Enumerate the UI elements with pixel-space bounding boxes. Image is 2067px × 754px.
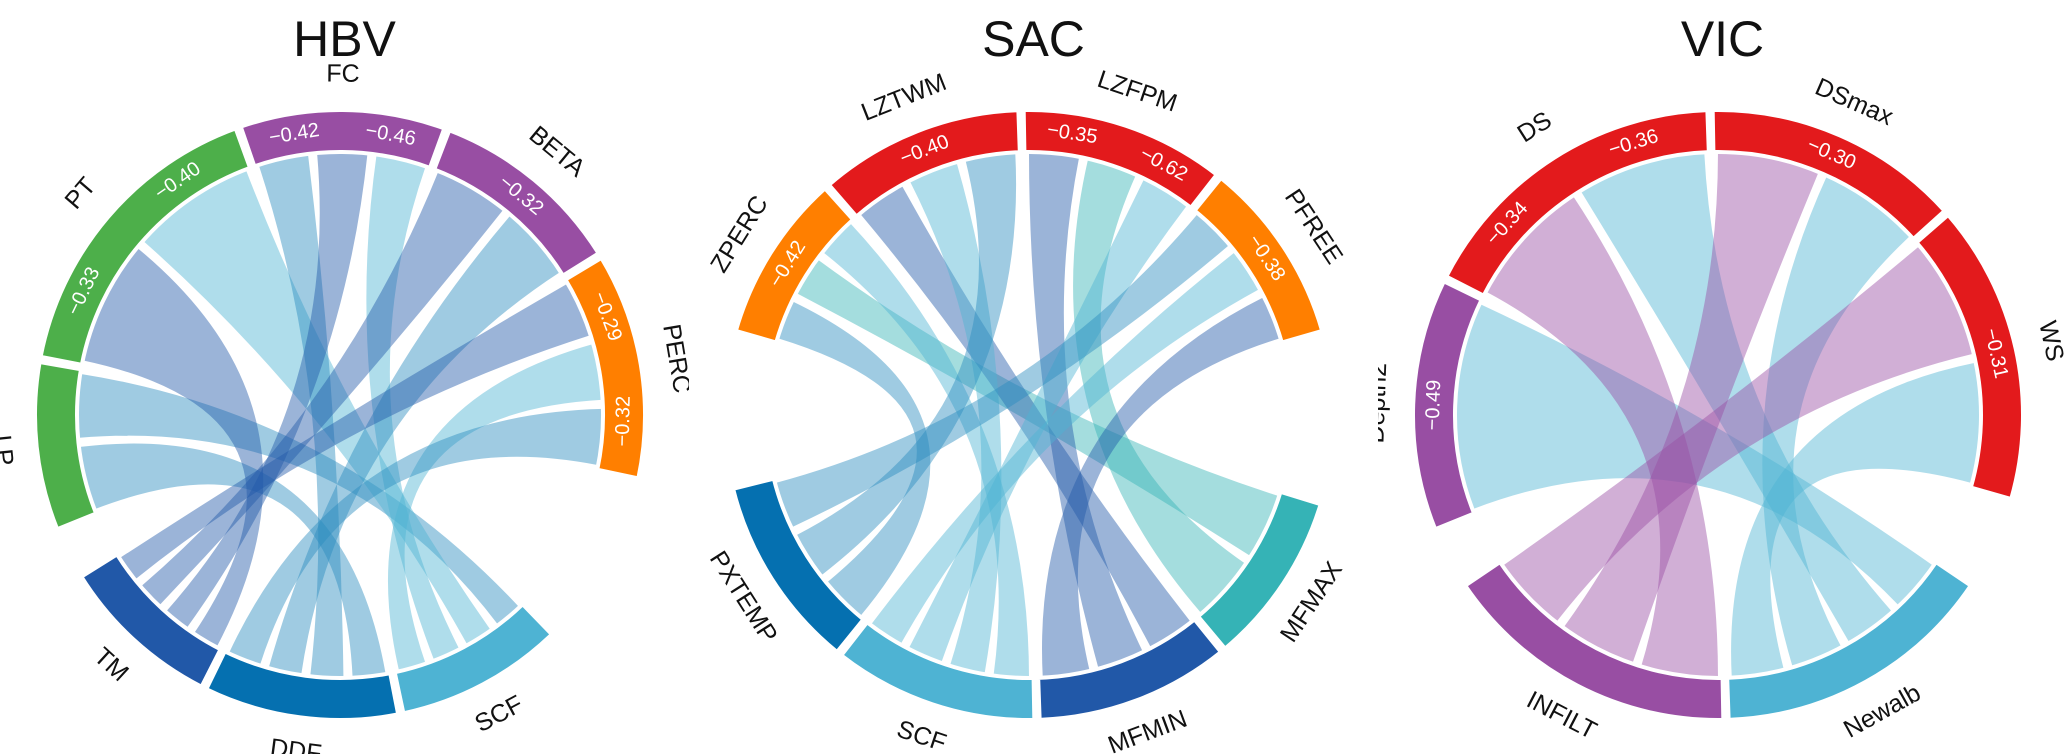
links bbox=[774, 152, 1281, 678]
segment-mfmin: MFMIN bbox=[1036, 616, 1224, 754]
link-lp-ddf bbox=[78, 443, 386, 678]
links bbox=[77, 151, 604, 679]
segment-label: TM bbox=[88, 642, 134, 687]
link-beta-tm bbox=[140, 171, 504, 606]
segment-label: SCF bbox=[893, 715, 949, 754]
link-lzfpm-mfmin bbox=[1029, 152, 1143, 669]
links bbox=[1455, 152, 1981, 678]
segment-label: DDF bbox=[268, 733, 323, 754]
segment-arc bbox=[1021, 108, 1220, 211]
segment-arc bbox=[1710, 108, 1948, 242]
link-beta-ddf bbox=[268, 215, 561, 676]
panel-title: HBV bbox=[293, 11, 396, 67]
segment-label: LP bbox=[0, 434, 19, 467]
link-pfree-mfmin bbox=[1042, 296, 1281, 678]
segment-label: DS bbox=[1512, 106, 1556, 148]
segment-value-label: −0.49 bbox=[1422, 379, 1446, 430]
segment-pfree: PFREE−0.38 bbox=[1191, 175, 1348, 345]
link-zperc-pxtemp bbox=[777, 301, 931, 617]
segment-arc bbox=[1411, 278, 1485, 532]
segment-arc bbox=[203, 648, 401, 722]
chord-panel-vic: VIC Depth2 −0.49 DS −0.34 −0.36 DSmax −0.30 WS −… bbox=[1378, 0, 2067, 754]
link-perc-scf bbox=[387, 343, 603, 672]
link-fc-scf bbox=[366, 154, 460, 661]
panel-title: SAC bbox=[982, 11, 1085, 67]
link-lzfpm-scf bbox=[908, 178, 1188, 663]
link-perc-tm bbox=[119, 283, 591, 580]
link-zperc-scf bbox=[822, 222, 1029, 678]
link-fc-tm bbox=[165, 151, 368, 629]
link-fc-ddf bbox=[258, 153, 344, 679]
segment-arc bbox=[1443, 108, 1711, 299]
segment-label: PT bbox=[59, 172, 101, 214]
chord-panel-sac: SAC ZPERC −0.42 LZTWM −0.40 LZFPM −0.35 −0.62 P… bbox=[689, 0, 1378, 754]
link-ws-infilt bbox=[1502, 245, 1974, 623]
segment-ws: WS−0.31 bbox=[1913, 212, 2067, 502]
chord-diagram-vic: Depth2 −0.49DS−0.34−0.36DSmax−0.30WS−0.31… bbox=[1378, 73, 2067, 745]
link-lztwm-scf bbox=[909, 162, 1002, 675]
segment-label: PERC bbox=[657, 322, 689, 395]
segment-arc bbox=[33, 359, 99, 532]
link-depth2-newalb bbox=[1455, 303, 1934, 606]
link-lzfpm-mfmax bbox=[1073, 158, 1246, 614]
segment-lzfpm: LZFPM−0.35−0.62 bbox=[1021, 65, 1220, 211]
link-ws-newalb bbox=[1731, 362, 1981, 678]
segment-label: DSmax bbox=[1811, 73, 1898, 132]
segment-label: SCF bbox=[470, 690, 527, 738]
link-dsmax-infilt bbox=[1563, 152, 1819, 664]
segment-label: LZTWM bbox=[857, 68, 950, 127]
segment-zperc: ZPERC−0.42 bbox=[705, 185, 856, 345]
segment-label: FC bbox=[326, 59, 360, 87]
segment-arc bbox=[1191, 175, 1325, 345]
segment-arc bbox=[1195, 489, 1324, 652]
segment-label: INFILT bbox=[1522, 686, 1601, 745]
segment-pxtemp: PXTEMP bbox=[704, 476, 867, 655]
link-lp-scf bbox=[77, 373, 520, 626]
segment-arc bbox=[38, 125, 253, 368]
link-pt-tm bbox=[82, 247, 264, 648]
segment-arc bbox=[1725, 559, 1974, 722]
segment-depth2: Depth2 −0.49 bbox=[1378, 278, 1485, 532]
segment-label: WS bbox=[2033, 318, 2067, 363]
segment-scf: SCF bbox=[838, 619, 1037, 754]
segment-arc bbox=[431, 127, 602, 279]
segment-fc: FC−0.42 −0.46 bbox=[238, 59, 447, 171]
link-lztwm-mfmin bbox=[859, 184, 1191, 648]
segment-arc bbox=[392, 601, 555, 716]
segment-label: BETA bbox=[524, 121, 591, 183]
segment-arc bbox=[238, 108, 447, 171]
link-pfree-pxtemp bbox=[774, 213, 1230, 528]
segment-label: MFMIN bbox=[1104, 705, 1191, 754]
panel-title: VIC bbox=[1680, 11, 1765, 67]
link-dsmax-newalb bbox=[1762, 175, 1911, 668]
link-pt-scf bbox=[143, 169, 491, 646]
segment-arc bbox=[1036, 616, 1224, 722]
segment-arc bbox=[78, 551, 224, 690]
link-perc-ddf bbox=[228, 408, 604, 666]
link-ds-newalb bbox=[1580, 152, 1893, 643]
segment-arc bbox=[733, 185, 856, 345]
segment-arc bbox=[826, 108, 1022, 220]
segment-value-label: −0.32 bbox=[612, 396, 635, 447]
chord-panel-hbv: HBV LP PT −0.33 −0.40 FC −0.42 −0.46 BETA −0.32 P… bbox=[0, 0, 689, 754]
link-ds-infilt bbox=[1485, 195, 1718, 678]
link-lztwm-pxtemp bbox=[795, 152, 1017, 576]
segment-arc bbox=[1462, 559, 1726, 722]
segment-label: Depth2 bbox=[1378, 362, 1392, 444]
segment-ddf: DDF bbox=[203, 648, 401, 754]
link-zperc-mfmax bbox=[796, 259, 1280, 557]
segment-arc bbox=[1913, 212, 2025, 502]
segment-lp: LP bbox=[0, 359, 99, 532]
chord-diagram-sac: ZPERC−0.42LZTWM−0.40LZFPM−0.35−0.62PFREE… bbox=[704, 65, 1348, 754]
segment-arc bbox=[730, 476, 867, 655]
segment-arc bbox=[562, 255, 647, 481]
link-pfree-scf bbox=[870, 251, 1260, 645]
segment-label: LZFPM bbox=[1094, 65, 1181, 118]
segment-arc bbox=[838, 619, 1037, 722]
